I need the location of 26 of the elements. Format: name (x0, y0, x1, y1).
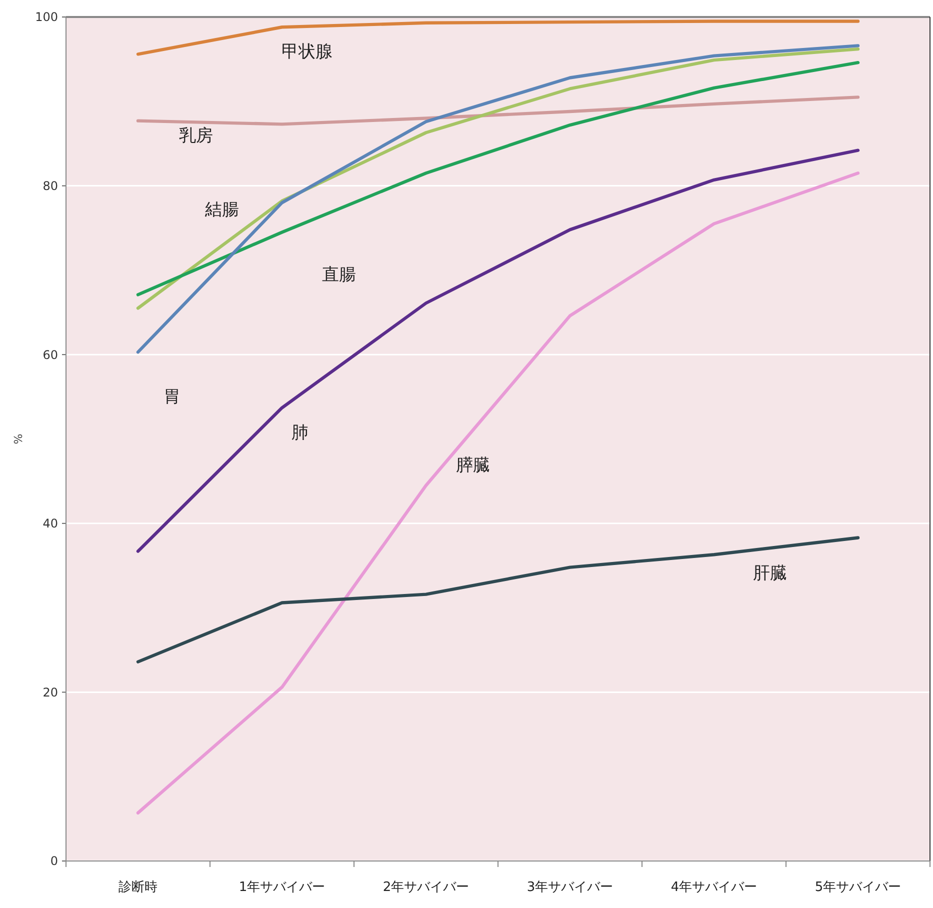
y-tick-label: 0 (50, 854, 58, 868)
line-series (136, 148, 860, 553)
series-label: 肺 (292, 422, 308, 443)
x-tick-label: 3年サバイバー (526, 880, 614, 895)
x-tick-label: 5年サバイバー (814, 880, 902, 895)
line-series (136, 96, 860, 126)
series-label: 甲状腺 (282, 42, 332, 62)
y-tick-label: 100 (35, 10, 58, 24)
y-tick-label: 40 (42, 516, 58, 531)
line-series (136, 172, 860, 814)
line-series (136, 536, 860, 664)
x-tick-label: 4年サバイバー (670, 880, 758, 895)
x-tick-label: 2年サバイバー (382, 880, 470, 895)
y-axis-title: % (12, 434, 25, 444)
x-tick-label: 1年サバイバー (238, 880, 326, 895)
series-label: 膵臓 (456, 455, 490, 476)
line-series (136, 44, 860, 354)
y-tick-label: 20 (42, 685, 58, 700)
text: 胃 (164, 387, 180, 408)
y-tick-label: 80 (42, 179, 58, 193)
y-tick-label: 60 (42, 348, 58, 362)
text: 直腸 (322, 265, 356, 286)
x-tick-label: 診断時 (118, 880, 158, 895)
series-label: 乳房 (179, 126, 213, 146)
series-label: 肝臓 (753, 564, 787, 584)
series-label: 結腸 (204, 200, 239, 220)
